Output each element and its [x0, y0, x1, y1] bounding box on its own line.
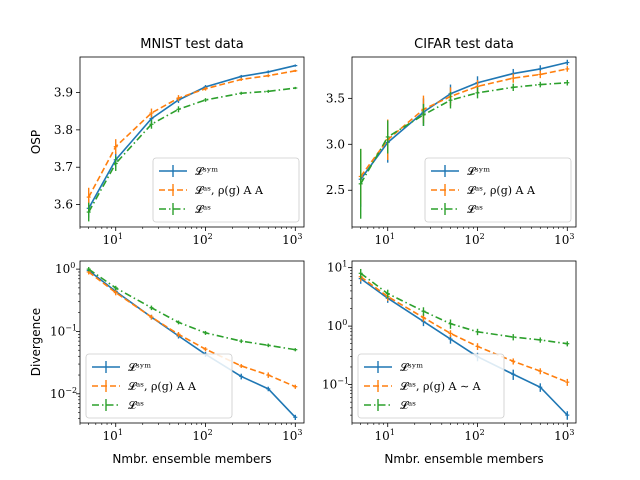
- panel-mnist-divergence: 101 102 103 10−2 10−1 100 Nmbr. ensemble membe…: [29, 260, 305, 466]
- legend: 𝓛ˢʸᵐ 𝓛ᵃˢ, ρ(g) A A 𝓛ᵃˢ: [152, 157, 300, 223]
- x-tick-label: 103: [554, 428, 574, 443]
- x-tick-label: 102: [192, 232, 212, 247]
- legend: 𝓛ˢʸᵐ 𝓛ᵃˢ, ρ(g) A A 𝓛ᵃˢ: [85, 353, 233, 419]
- series-line-sym: [360, 61, 568, 180]
- series-line-as: [88, 87, 296, 213]
- legend-frame: [424, 157, 572, 223]
- legend: 𝓛ˢʸᵐ 𝓛ᵃˢ, ρ(g) A A 𝓛ᵃˢ: [424, 157, 572, 223]
- x-tick-label: 102: [192, 428, 212, 443]
- y-tick-label: 3.6: [54, 198, 73, 212]
- y-tick-label: 10−2: [50, 386, 77, 401]
- legend-label-as: 𝓛ᵃˢ: [400, 399, 416, 412]
- legend-label-as: 𝓛ᵃˢ: [467, 203, 483, 216]
- legend-frame: [152, 157, 300, 223]
- panel-cifar-osp: 101 102 103 2.5 3.0 3.5 CIFAR test data 𝓛ˢʸᵐ 𝓛ᵃˢ…: [326, 37, 577, 247]
- x-tick-label: 103: [282, 232, 302, 247]
- y-tick-label: 3.9: [54, 85, 73, 99]
- series-line-sym: [88, 269, 296, 418]
- legend-label-sym: 𝓛ˢʸᵐ: [467, 165, 490, 178]
- y-tick-label: 10−1: [50, 323, 77, 338]
- legend-label-as_rho: 𝓛ᵃˢ, ρ(g) A A: [195, 184, 264, 197]
- legend-label-as: 𝓛ᵃˢ: [195, 203, 211, 216]
- series-line-as_rho: [360, 68, 568, 177]
- legend-frame: [357, 353, 505, 419]
- legend-frame: [85, 353, 233, 419]
- x-tick-label: 101: [103, 232, 123, 247]
- legend-label-as_rho: 𝓛ᵃˢ, ρ(g) A A: [128, 380, 197, 393]
- chart-title: MNIST test data: [140, 37, 243, 52]
- x-tick-label: 103: [282, 428, 302, 443]
- series-line-as: [88, 268, 296, 351]
- x-tick-label: 102: [464, 232, 484, 247]
- y-tick-label: 2.5: [326, 183, 345, 197]
- legend-label-as_rho: 𝓛ᵃˢ, ρ(g) A A: [467, 184, 536, 197]
- axes-frame: [351, 260, 577, 424]
- y-tick-label: 3.7: [54, 160, 73, 174]
- y-tick-label: 10−1: [322, 377, 349, 392]
- y-tick-label: 3.0: [326, 137, 345, 151]
- x-tick-label: 102: [464, 428, 484, 443]
- y-tick-label: 100: [327, 318, 347, 333]
- x-tick-label: 103: [554, 232, 574, 247]
- y-axis-label: Divergence: [29, 308, 43, 376]
- y-tick-label: 3.8: [54, 123, 73, 137]
- x-axis-label: Nmbr. ensemble members: [384, 452, 543, 466]
- legend-label-sym: 𝓛ˢʸᵐ: [195, 165, 218, 178]
- legend-label-as_rho: 𝓛ᵃˢ, ρ(g) A ∼ A: [400, 380, 482, 393]
- legend-label-as: 𝓛ᵃˢ: [128, 399, 144, 412]
- axes-frame: [79, 56, 305, 228]
- x-tick-label: 101: [375, 232, 395, 247]
- series-line-as: [360, 81, 568, 185]
- series-line-as_rho: [87, 70, 296, 198]
- x-tick-label: 101: [103, 428, 123, 443]
- y-tick-label: 101: [327, 260, 347, 275]
- x-tick-label: 101: [375, 428, 395, 443]
- series-line-as_rho: [360, 276, 568, 383]
- chart-title: CIFAR test data: [414, 37, 514, 52]
- axes-frame: [351, 56, 577, 228]
- axes-frame: [79, 260, 305, 424]
- series-line-as_rho: [88, 271, 296, 388]
- legend-label-sym: 𝓛ˢʸᵐ: [128, 361, 151, 374]
- series-line-as: [360, 272, 568, 345]
- x-axis-label: Nmbr. ensemble members: [112, 452, 271, 466]
- legend-label-sym: 𝓛ˢʸᵐ: [400, 361, 423, 374]
- y-axis-label: OSP: [29, 130, 43, 154]
- panel-mnist-osp: 101 102 103 3.6 3.7 3.8 3.9 MNIST test data OSP 𝓛…: [29, 37, 305, 247]
- series-line-sym: [360, 277, 568, 416]
- legend: 𝓛ˢʸᵐ 𝓛ᵃˢ, ρ(g) A ∼ A 𝓛ᵃˢ: [357, 353, 505, 419]
- series-line-sym: [88, 64, 296, 209]
- panel-cifar-divergence: 101 102 103 10−1 100 101 Nmbr. ensemble member…: [322, 260, 577, 466]
- y-tick-label: 3.5: [326, 91, 345, 105]
- y-tick-label: 100: [55, 261, 75, 276]
